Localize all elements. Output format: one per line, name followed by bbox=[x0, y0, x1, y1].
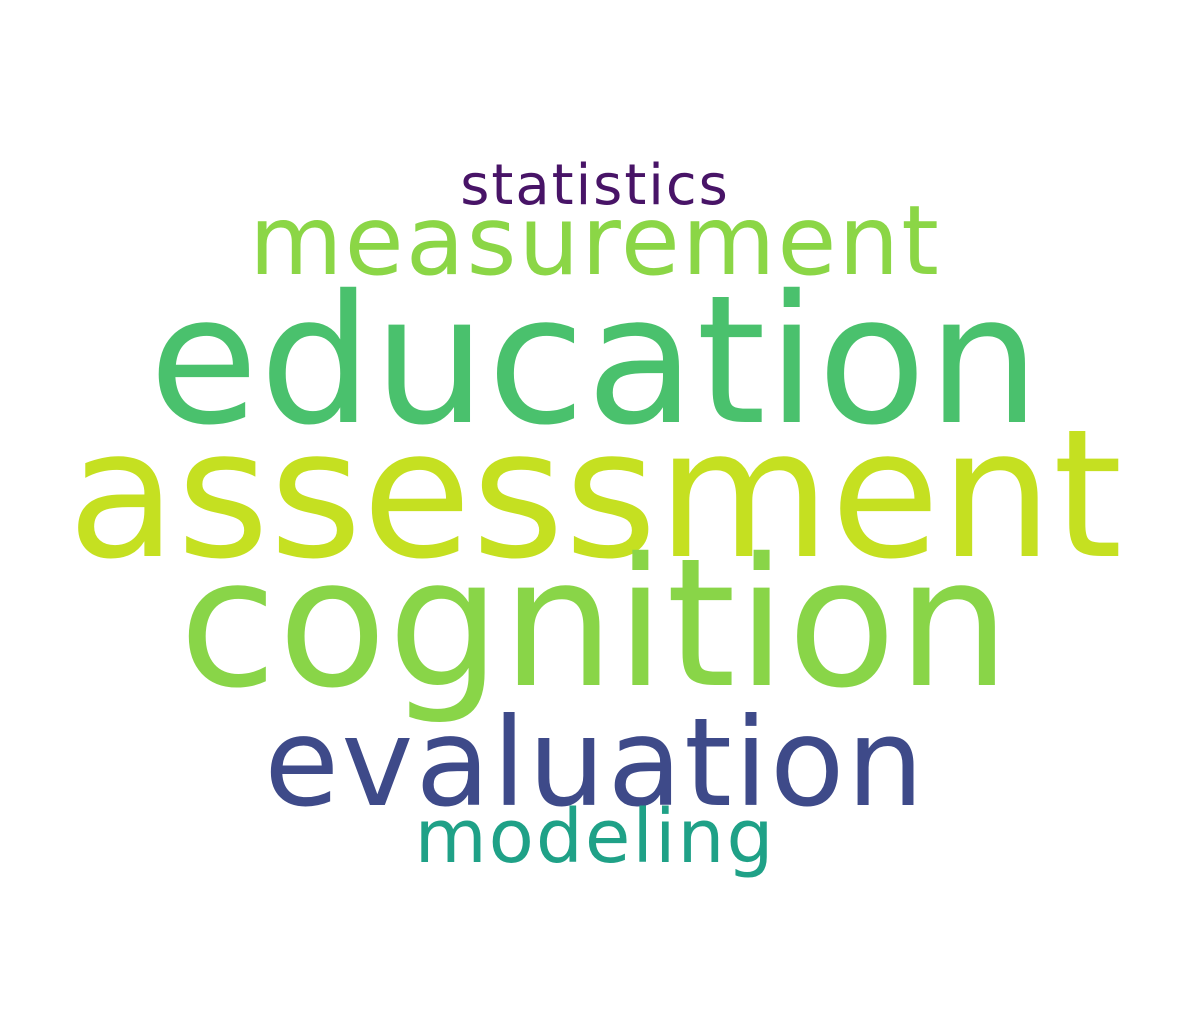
word-assessment: assessment bbox=[67, 391, 1123, 598]
word-evaluation: evaluation bbox=[264, 692, 926, 834]
word-statistics: statistics bbox=[460, 153, 730, 218]
word-modeling: modeling bbox=[414, 794, 776, 880]
word-measurement: measurement bbox=[249, 185, 941, 297]
word-cognition: cognition bbox=[179, 520, 1011, 727]
word-education: education bbox=[148, 257, 1042, 464]
